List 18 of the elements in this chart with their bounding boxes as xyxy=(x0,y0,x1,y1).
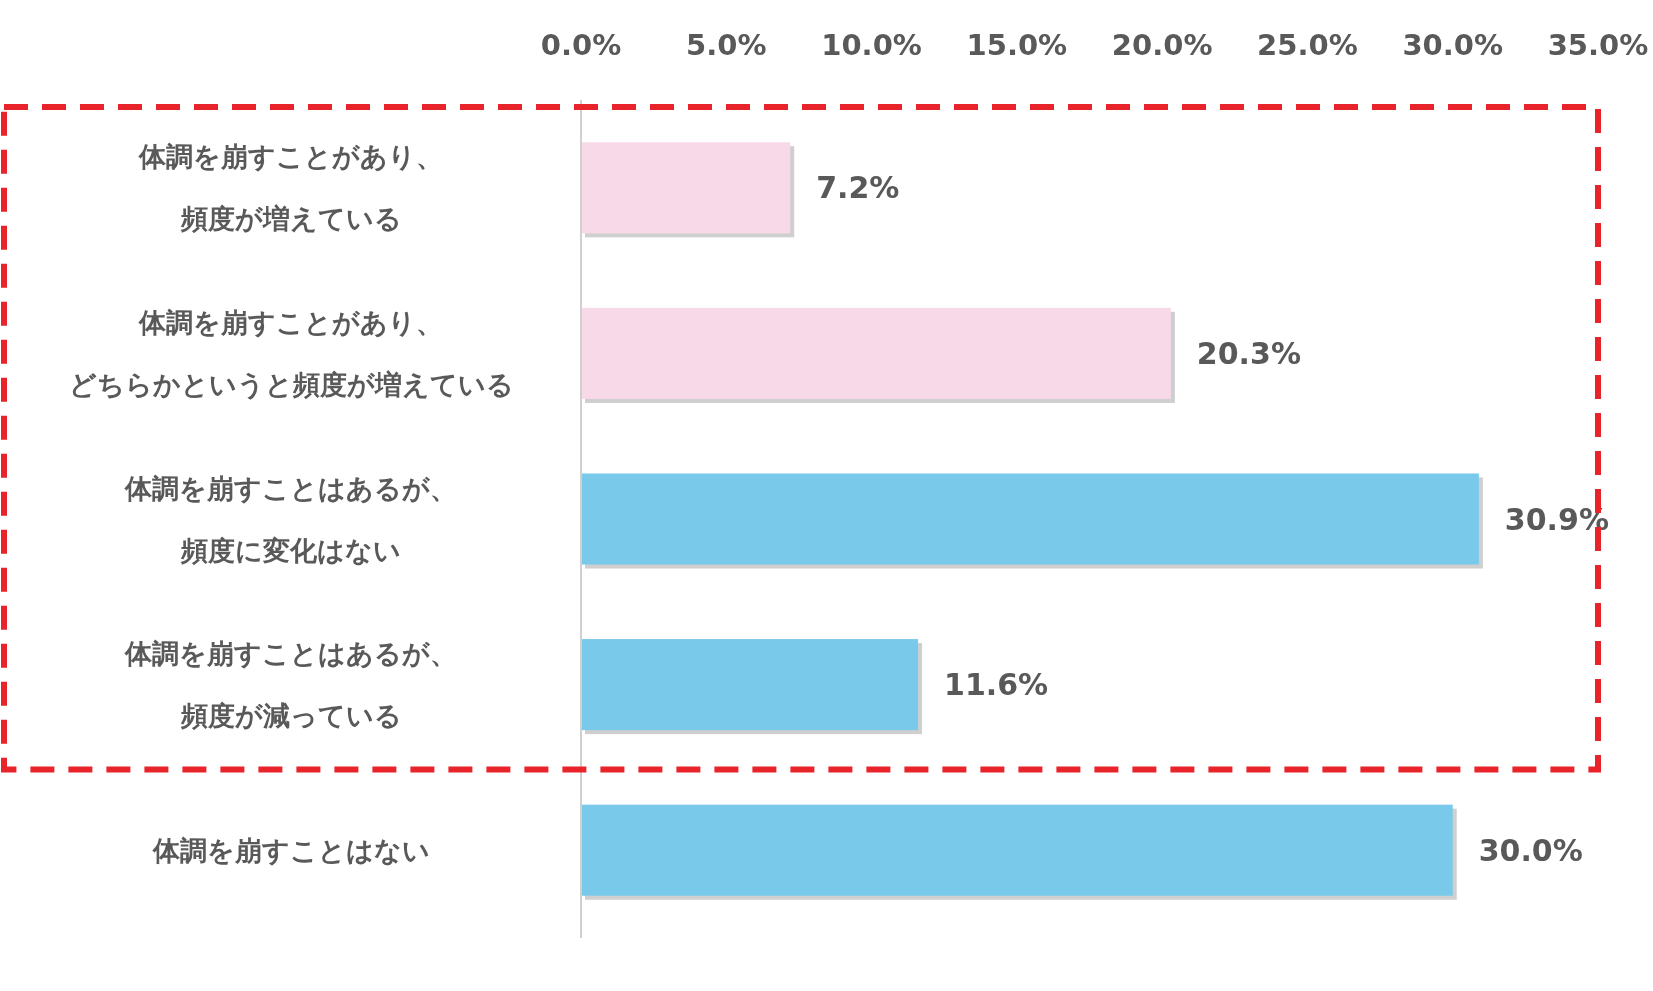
x-tick-label: 10.0% xyxy=(821,28,922,62)
x-tick-label: 15.0% xyxy=(966,28,1068,62)
y-tick-label: 体調を崩すことはあるが、頻度に変化はない xyxy=(124,472,457,566)
data-label: 20.3% xyxy=(1196,335,1301,371)
y-tick-label: 体調を崩すことはあるが、頻度が減っている xyxy=(124,638,457,732)
x-tick-label: 0.0% xyxy=(540,28,622,62)
data-label: 30.9% xyxy=(1504,501,1609,537)
data-label: 11.6% xyxy=(944,667,1049,703)
x-tick-label: 25.0% xyxy=(1257,28,1358,62)
y-tick-label: 体調を崩すことがあり、頻度が増えている xyxy=(138,141,443,235)
data-label: 7.2% xyxy=(816,170,900,206)
data-label: 30.0% xyxy=(1478,832,1583,868)
x-tick-label: 5.0% xyxy=(686,28,767,62)
y-tick-label: 体調を崩すことがあり、どちらかというと頻度が増えている xyxy=(68,306,514,400)
x-tick-label: 20.0% xyxy=(1111,28,1213,62)
x-tick-label: 35.0% xyxy=(1547,28,1649,62)
x-tick-label: 30.0% xyxy=(1402,28,1504,62)
y-tick-label: 体調を崩すことはない xyxy=(151,834,430,866)
